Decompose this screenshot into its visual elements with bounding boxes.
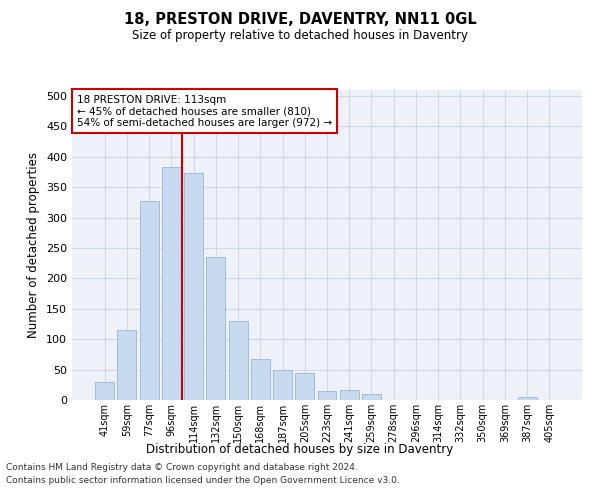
Text: Contains public sector information licensed under the Open Government Licence v3: Contains public sector information licen… xyxy=(6,476,400,485)
Text: Contains HM Land Registry data © Crown copyright and database right 2024.: Contains HM Land Registry data © Crown c… xyxy=(6,464,358,472)
Text: Size of property relative to detached houses in Daventry: Size of property relative to detached ho… xyxy=(132,29,468,42)
Bar xyxy=(362,394,381,400)
Y-axis label: Number of detached properties: Number of detached properties xyxy=(28,152,40,338)
Bar xyxy=(162,166,181,400)
Bar xyxy=(95,382,114,400)
Bar xyxy=(140,200,158,400)
Bar xyxy=(184,174,203,400)
Bar xyxy=(295,372,314,400)
Bar xyxy=(251,358,270,400)
Bar xyxy=(317,391,337,400)
Text: 18 PRESTON DRIVE: 113sqm
← 45% of detached houses are smaller (810)
54% of semi-: 18 PRESTON DRIVE: 113sqm ← 45% of detach… xyxy=(77,94,332,128)
Bar xyxy=(273,370,292,400)
Bar xyxy=(229,321,248,400)
Bar xyxy=(340,390,359,400)
Text: 18, PRESTON DRIVE, DAVENTRY, NN11 0GL: 18, PRESTON DRIVE, DAVENTRY, NN11 0GL xyxy=(124,12,476,28)
Bar xyxy=(518,397,536,400)
Bar xyxy=(118,330,136,400)
Bar xyxy=(206,257,225,400)
Text: Distribution of detached houses by size in Daventry: Distribution of detached houses by size … xyxy=(146,442,454,456)
